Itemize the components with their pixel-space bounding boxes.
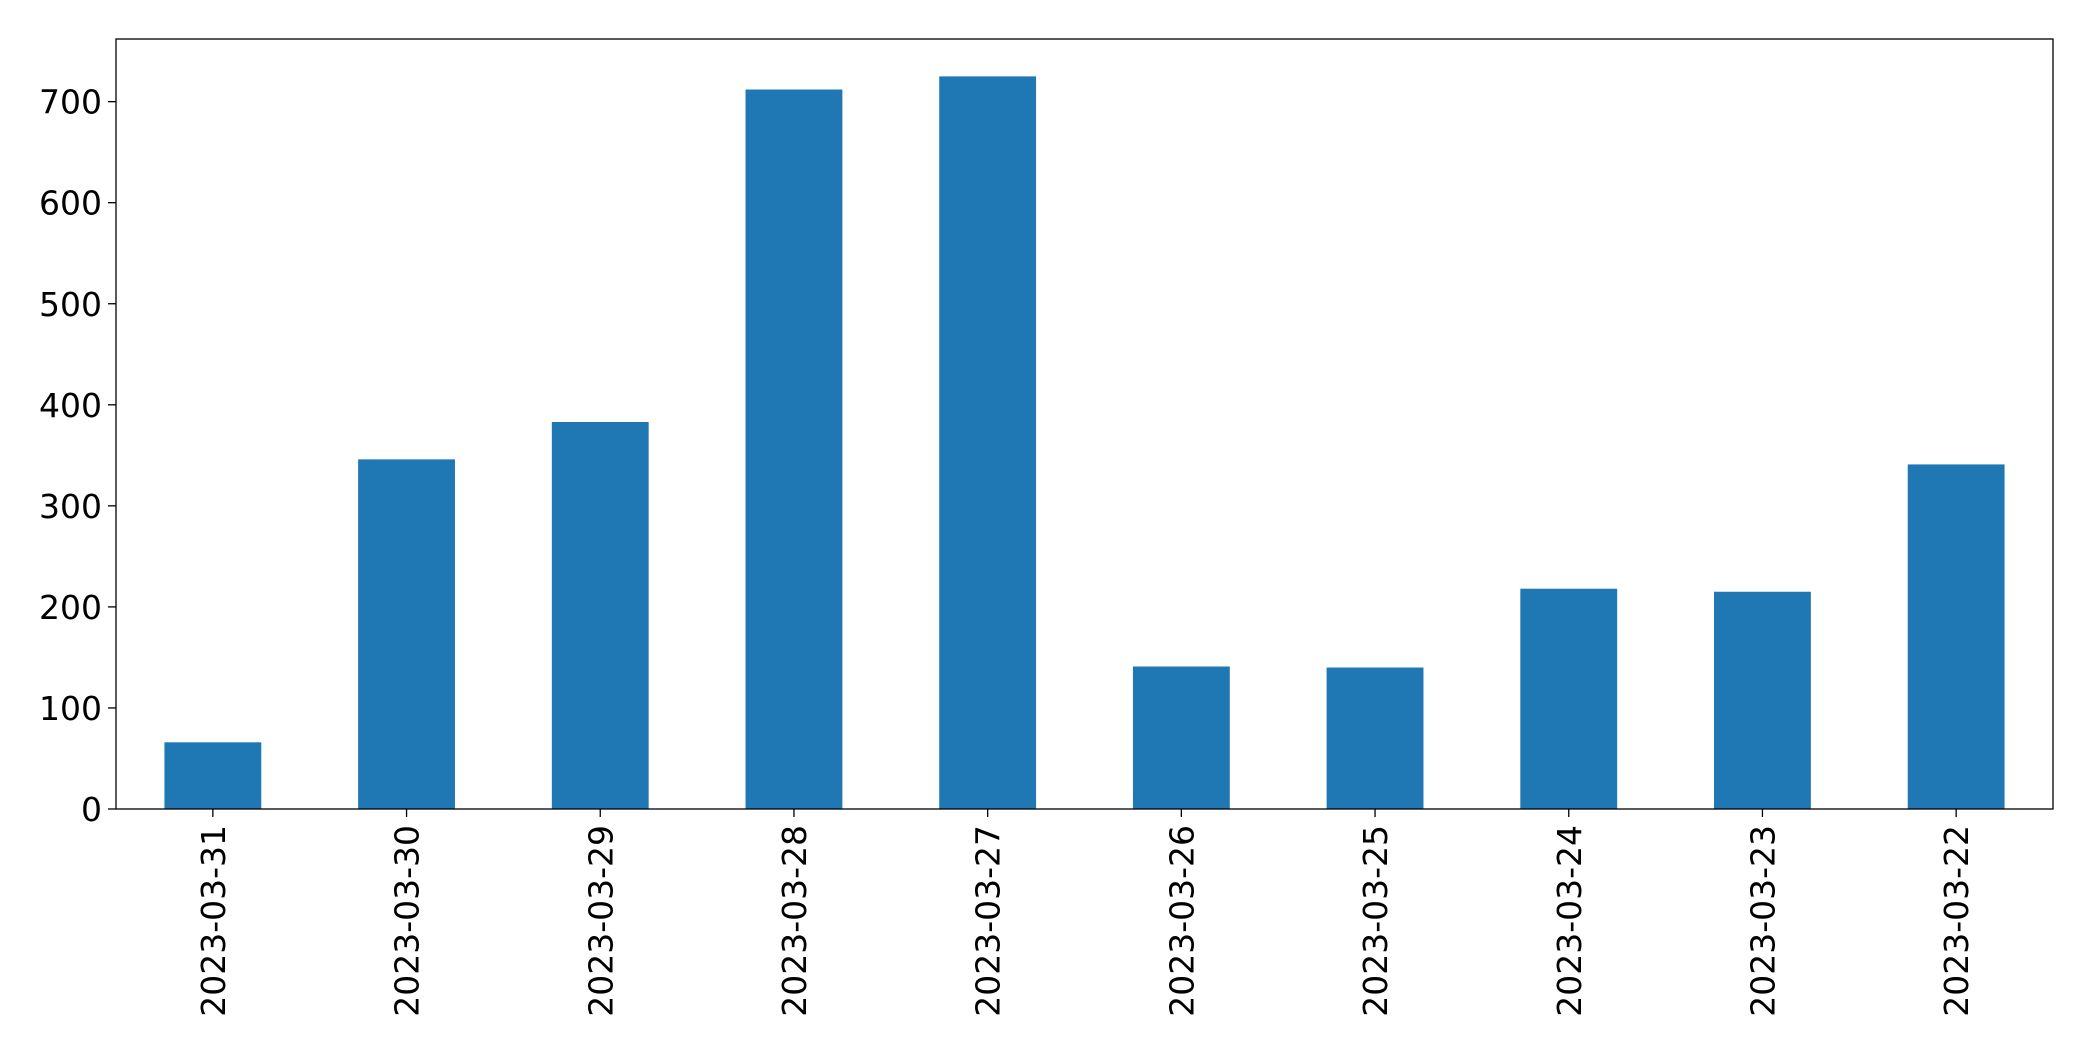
plot-frame bbox=[115, 38, 2054, 810]
bar bbox=[1326, 667, 1424, 809]
x-tick-label: 2023-03-30 bbox=[388, 825, 427, 1017]
y-tick-label: 0 bbox=[81, 790, 102, 829]
y-tick-label: 100 bbox=[39, 689, 102, 728]
bar bbox=[164, 742, 262, 809]
y-tick-label: 200 bbox=[39, 588, 102, 627]
x-tick-label: 2023-03-26 bbox=[1162, 825, 1201, 1017]
bar bbox=[1714, 591, 1811, 809]
x-tick-label: 2023-03-31 bbox=[194, 825, 233, 1017]
x-tick-label: 2023-03-28 bbox=[775, 825, 814, 1017]
x-tick-label: 2023-03-27 bbox=[969, 825, 1008, 1017]
x-tick-label: 2023-03-23 bbox=[1743, 825, 1782, 1017]
x-tick-label: 2023-03-22 bbox=[1937, 825, 1976, 1017]
y-tick-label: 600 bbox=[39, 184, 102, 223]
bar bbox=[745, 89, 843, 810]
bar bbox=[1132, 666, 1230, 809]
y-tick-label: 300 bbox=[39, 487, 102, 526]
bar bbox=[1520, 588, 1618, 809]
x-tick-label: 2023-03-29 bbox=[581, 825, 620, 1017]
bar bbox=[551, 421, 649, 809]
x-tick-label: 2023-03-24 bbox=[1550, 825, 1589, 1017]
bar bbox=[939, 76, 1037, 810]
x-tick-label: 2023-03-25 bbox=[1356, 825, 1395, 1017]
y-tick-label: 700 bbox=[39, 83, 102, 122]
bar bbox=[358, 459, 455, 809]
y-tick-label: 500 bbox=[39, 285, 102, 324]
bar bbox=[1907, 464, 2005, 809]
y-tick-label: 400 bbox=[39, 386, 102, 425]
